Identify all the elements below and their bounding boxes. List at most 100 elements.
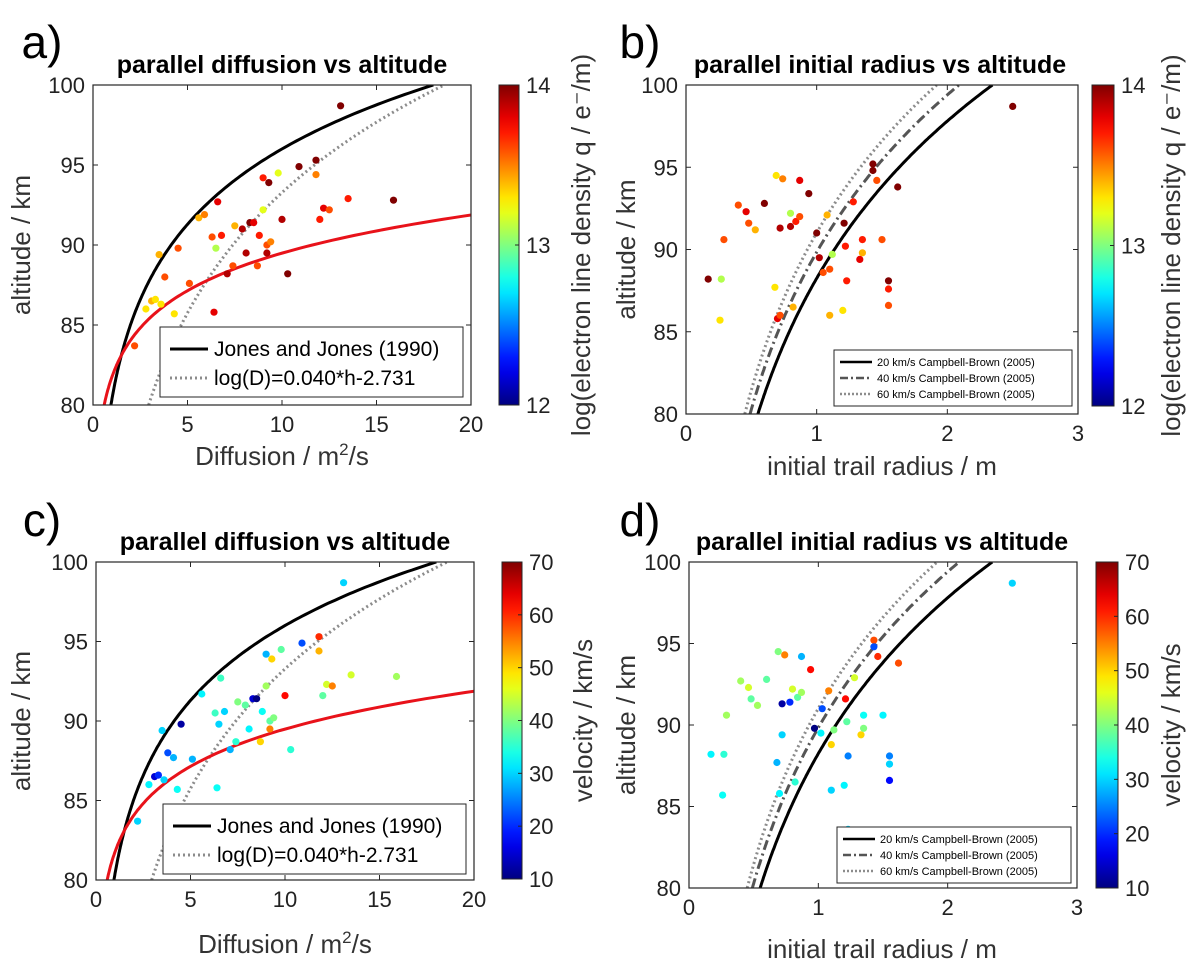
red-curve	[105, 689, 474, 880]
data-point	[879, 711, 887, 719]
data-point	[208, 233, 216, 241]
colorbar-tick-label: 30	[1125, 767, 1149, 792]
data-point	[751, 226, 759, 234]
data-point	[161, 273, 169, 281]
legend-box	[833, 349, 1073, 407]
data-point	[869, 160, 877, 168]
panel-a: a) parallel diffusion vs altitude 0 5 10 15 20…	[6, 16, 596, 471]
data-point	[841, 695, 850, 703]
data-point	[744, 683, 753, 692]
colorbar-tick-label: 20	[1125, 822, 1149, 847]
data-point	[298, 639, 306, 647]
data-point	[157, 300, 165, 308]
data-point	[786, 698, 794, 706]
data-point	[828, 250, 836, 258]
data-point	[843, 718, 851, 726]
chart-title: parallel initial radius vs altitude	[696, 528, 1068, 556]
panel-label: a)	[22, 16, 63, 68]
data-point	[841, 242, 850, 250]
data-point	[215, 720, 223, 728]
data-point	[722, 711, 731, 719]
data-point	[259, 174, 267, 182]
y-tick-label: 85	[657, 795, 681, 820]
data-point	[797, 688, 806, 697]
data-point	[849, 198, 857, 206]
data-point	[142, 305, 150, 313]
colorbar-tick-label: 10	[529, 867, 553, 892]
data-point	[315, 647, 323, 655]
colorbar-tick-label: 20	[529, 814, 553, 839]
data-point	[763, 675, 771, 684]
data-point	[796, 176, 804, 184]
x-tick-label: 10	[273, 887, 297, 912]
data-point	[775, 789, 784, 798]
data-point	[794, 693, 802, 701]
data-point	[256, 738, 264, 746]
data-point	[217, 674, 225, 682]
data-point	[805, 190, 813, 198]
data-point	[830, 726, 838, 734]
campbell-20-line	[756, 85, 994, 414]
data-point	[198, 690, 206, 698]
data-point	[245, 725, 253, 733]
data-point	[295, 163, 303, 171]
colorbar-tick-label: 12	[1121, 394, 1145, 419]
panel-label: c)	[23, 494, 61, 546]
data-point	[870, 636, 878, 644]
legend-label: 60 km/s Campbell-Brown (2005)	[877, 389, 1035, 401]
data-point	[870, 643, 878, 651]
legend-label: 40 km/s Campbell-Brown (2005)	[877, 373, 1035, 385]
data-point	[747, 695, 755, 703]
data-point	[200, 211, 209, 219]
data-point	[884, 277, 893, 285]
y-tick-label: 80	[61, 393, 85, 418]
data-point	[250, 219, 258, 227]
y-axis-label: altitude / km	[6, 175, 36, 315]
data-point	[241, 701, 249, 709]
data-point	[212, 244, 220, 252]
data-point	[885, 752, 894, 760]
legend-box	[162, 803, 467, 875]
data-point	[134, 817, 142, 825]
y-tick-label: 90	[64, 709, 88, 734]
y-tick-label: 90	[61, 233, 85, 258]
data-point	[894, 659, 903, 667]
data-point	[788, 685, 797, 693]
data-point	[263, 249, 271, 257]
data-point	[169, 754, 178, 762]
data-point	[337, 102, 345, 110]
data-point	[869, 166, 877, 175]
data-point	[720, 750, 728, 758]
colorbar-tick-label: 60	[529, 603, 553, 628]
data-point	[844, 752, 852, 760]
data-point	[827, 786, 835, 794]
data-point	[312, 171, 320, 179]
data-point	[807, 666, 815, 674]
data-point	[274, 169, 282, 177]
data-point	[858, 236, 867, 244]
y-tick-label: 100	[644, 550, 681, 575]
x-tick-label: 5	[181, 412, 193, 437]
data-point	[177, 720, 185, 728]
data-point	[858, 249, 867, 257]
x-tick-label: 2	[941, 421, 953, 446]
legend-label: 20 km/s Campbell-Brown (2005)	[880, 834, 1038, 846]
data-point	[267, 238, 275, 246]
campbell-20-line	[758, 562, 994, 888]
y-tick-label: 95	[654, 155, 678, 180]
x-axis-label: Diffusion / m2/s	[195, 440, 369, 471]
plot-area	[102, 85, 471, 405]
data-point	[188, 755, 196, 763]
legend-label: Jones and Jones (1990)	[214, 338, 439, 361]
data-point	[262, 650, 270, 658]
data-point	[772, 171, 780, 180]
data-point	[255, 231, 263, 239]
y-tick-label: 95	[64, 630, 88, 655]
data-point	[164, 749, 172, 757]
data-point	[174, 244, 182, 252]
colorbar-tick-label: 14	[1121, 73, 1145, 98]
data-point	[840, 781, 848, 789]
data-point	[213, 784, 221, 792]
chart-title: parallel diffusion vs altitude	[117, 51, 448, 79]
